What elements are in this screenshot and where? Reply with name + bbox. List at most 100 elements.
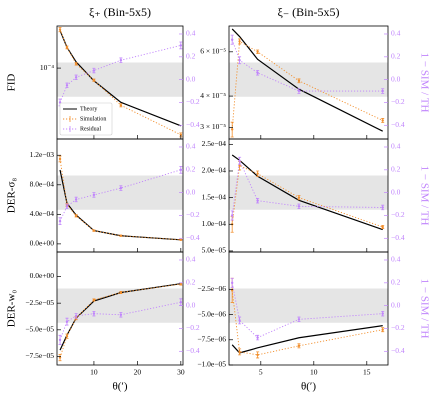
theory-line — [231, 325, 383, 354]
point — [256, 353, 259, 357]
point — [65, 320, 69, 323]
point — [119, 313, 123, 316]
point — [58, 356, 62, 359]
y2-tick-label: 0.4 — [186, 142, 196, 151]
simulation-line — [59, 29, 182, 136]
point — [256, 199, 259, 202]
y2-tick-label: 0.4 — [186, 29, 196, 38]
point — [230, 289, 234, 292]
point — [65, 84, 69, 87]
point — [381, 89, 384, 93]
y-tick-label: −2.5e−06 — [197, 284, 226, 293]
point — [381, 328, 384, 331]
point — [179, 282, 183, 286]
point — [238, 350, 241, 354]
point — [238, 319, 241, 322]
point — [65, 205, 69, 208]
y2-tick-label: 0.2 — [186, 165, 196, 174]
y2-tick-label: 0.4 — [186, 255, 196, 264]
panel-frame — [228, 251, 389, 366]
y-tick-label: 4 × 10⁻⁵ — [200, 91, 226, 100]
point — [58, 338, 62, 342]
y2-tick-label: 0.2 — [391, 278, 401, 287]
y2-tick-label: −0.2 — [391, 323, 405, 332]
point — [119, 104, 123, 107]
point — [65, 335, 69, 338]
tolerance-band — [57, 62, 183, 97]
point — [238, 159, 241, 162]
tolerance-band — [57, 175, 183, 210]
y2-tick-label: −0.2 — [186, 97, 200, 106]
point — [381, 225, 384, 229]
point — [238, 164, 241, 167]
y2-tick-label: 0.2 — [186, 52, 196, 61]
point — [92, 78, 96, 82]
y-tick-label: 3 × 10⁻⁵ — [200, 122, 226, 131]
point — [179, 133, 183, 137]
simulation-line — [231, 290, 383, 356]
point — [92, 69, 96, 72]
tolerance-band — [229, 175, 388, 210]
y2-tick-label: −0.2 — [391, 210, 405, 219]
point — [92, 229, 96, 232]
y2-tick-label: 0.4 — [391, 29, 401, 38]
panel — [229, 154, 388, 233]
y2-axis-label: 1 − SIM / TH — [418, 53, 430, 113]
y-tick-label: 0.0e+00 — [30, 239, 55, 248]
y2-tick-label: −0.2 — [186, 210, 200, 219]
y-tick-label: 8.0e−04 — [30, 180, 55, 189]
y-tick-label: 5.0e−05 — [202, 246, 227, 255]
panel — [57, 26, 183, 138]
point — [256, 336, 259, 339]
legend-label: Simulation — [80, 116, 106, 122]
y-tick-label: 6 × 10⁻⁵ — [200, 47, 226, 56]
point — [92, 193, 96, 197]
point — [119, 234, 123, 237]
y2-tick-label: −0.4 — [391, 233, 405, 242]
x-tick-label: 15 — [363, 368, 371, 377]
point — [256, 71, 259, 74]
tolerance-band — [229, 62, 388, 97]
y2-tick-label: −0.4 — [391, 120, 405, 129]
y-tick-label: 2.0e−04 — [202, 166, 227, 175]
y2-tick-label: −0.4 — [186, 346, 200, 355]
y2-axis-label: 1 − SIM / TH — [418, 166, 430, 226]
point — [65, 46, 69, 49]
y2-tick-label: 0.0 — [186, 300, 196, 309]
legend-label: Theory — [80, 106, 97, 112]
y2-tick-label: 0.2 — [391, 165, 401, 174]
point — [381, 119, 384, 122]
panel-title: ξ₊ (Bin-5x5) — [89, 5, 151, 19]
simulation-line — [59, 158, 181, 241]
y2-tick-label: 0.0 — [186, 187, 196, 196]
panel — [229, 28, 388, 138]
residual-line — [59, 44, 181, 103]
y2-tick-label: 0.0 — [391, 74, 401, 83]
panel-title: ξ₋ (Bin-5x5) — [277, 5, 339, 19]
y2-tick-label: 0.0 — [186, 74, 196, 83]
x-axis-label: θ(′) — [301, 381, 316, 393]
panel — [57, 155, 183, 242]
point — [58, 219, 62, 223]
y2-tick-label: −0.2 — [186, 323, 200, 332]
y2-tick-label: −0.4 — [186, 233, 200, 242]
y2-tick-label: −0.4 — [186, 120, 200, 129]
point — [92, 298, 96, 302]
point — [119, 291, 123, 294]
y2-tick-label: −0.4 — [391, 346, 405, 355]
y-tick-label: 1.5e−04 — [202, 192, 227, 201]
tolerance-band — [229, 288, 388, 323]
point — [297, 318, 301, 321]
point — [92, 312, 96, 315]
y2-tick-label: 0.0 — [391, 187, 401, 196]
residual-line — [59, 169, 181, 222]
panel-frame — [56, 251, 184, 366]
point — [230, 214, 234, 217]
y-tick-label: 0.0e+00 — [30, 271, 55, 280]
point — [74, 214, 78, 218]
point — [74, 76, 78, 79]
y-tick-label: −5.0e−06 — [197, 309, 226, 318]
point — [297, 205, 301, 208]
x-axis-label: θ(′) — [112, 381, 127, 393]
y-tick-label: 1.0e−04 — [202, 219, 227, 228]
